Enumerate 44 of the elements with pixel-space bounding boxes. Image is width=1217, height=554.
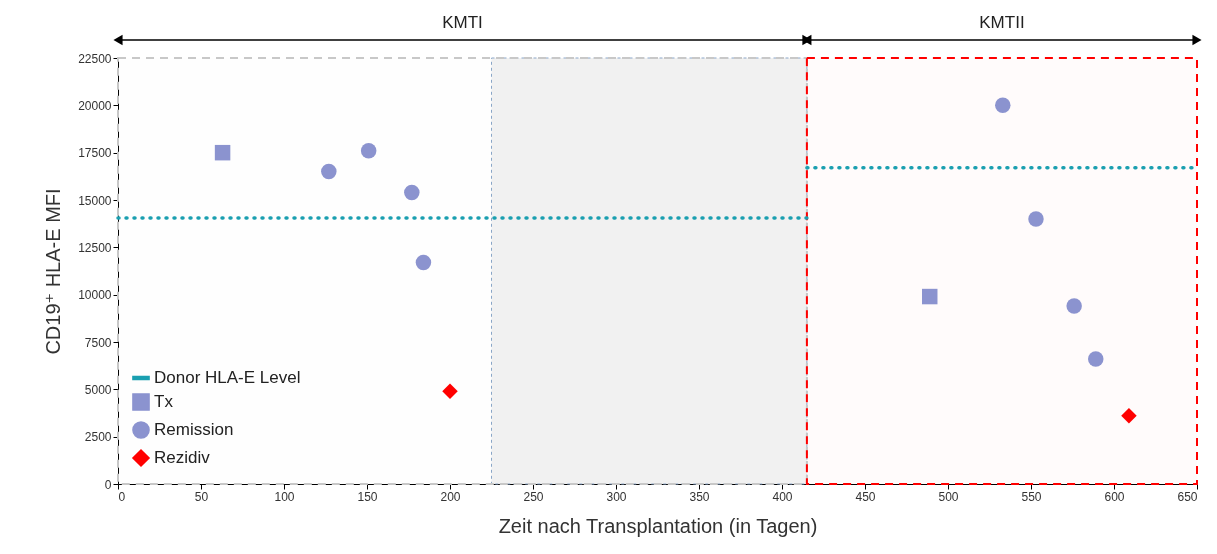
- band-label: KMTII: [979, 13, 1025, 32]
- x-tick-label: 550: [1021, 489, 1042, 504]
- x-tick-label: 350: [689, 489, 710, 504]
- y-tick-label: 12500: [78, 240, 112, 255]
- y-tick-label: 10000: [78, 288, 112, 303]
- y-tick-label: 15000: [78, 193, 112, 208]
- point: [360, 143, 377, 159]
- y-tick-label: 0: [104, 477, 112, 492]
- y-tick-label: 20000: [78, 98, 112, 113]
- y-tick-label: 17500: [78, 146, 112, 161]
- x-tick-label: 0: [118, 489, 126, 504]
- x-tick-label: 600: [1104, 489, 1125, 504]
- point: [921, 288, 938, 305]
- x-tick-label: 50: [194, 489, 209, 504]
- band-label: KMTI: [442, 13, 483, 32]
- point: [1087, 351, 1104, 367]
- legend-label: Tx: [154, 392, 174, 411]
- point: [995, 97, 1011, 114]
- legend-label: Rezidiv: [154, 448, 211, 467]
- y-tick-label: 2500: [84, 430, 112, 445]
- x-tick-label: 650: [1177, 489, 1198, 504]
- point: [1066, 298, 1082, 314]
- x-tick-label: 300: [606, 489, 627, 504]
- point: [321, 163, 337, 180]
- point: [214, 144, 231, 161]
- x-tick-label: 450: [855, 489, 876, 504]
- point: [1028, 211, 1044, 227]
- x-tick-label: 500: [938, 489, 959, 504]
- point: [1121, 408, 1137, 424]
- x-axis-title: Zeit nach Transplantation (in Tagen): [498, 514, 818, 537]
- legend-label: Donor HLA-E Level: [154, 368, 301, 387]
- point: [442, 383, 458, 399]
- x-tick-label: 250: [523, 489, 544, 504]
- y-tick-label: 5000: [84, 382, 112, 397]
- y-axis-title: CD19⁺ HLA-E MFI: [42, 188, 65, 355]
- x-tick-label: 400: [772, 489, 793, 504]
- x-tick-label: 100: [274, 489, 295, 504]
- point: [404, 184, 420, 201]
- point: [415, 254, 432, 271]
- legend-label: Remission: [154, 420, 234, 439]
- y-tick-label: 7500: [84, 335, 112, 350]
- x-tick-label: 200: [440, 489, 461, 504]
- x-tick-label: 150: [357, 489, 378, 504]
- y-tick-label: 22500: [78, 51, 112, 66]
